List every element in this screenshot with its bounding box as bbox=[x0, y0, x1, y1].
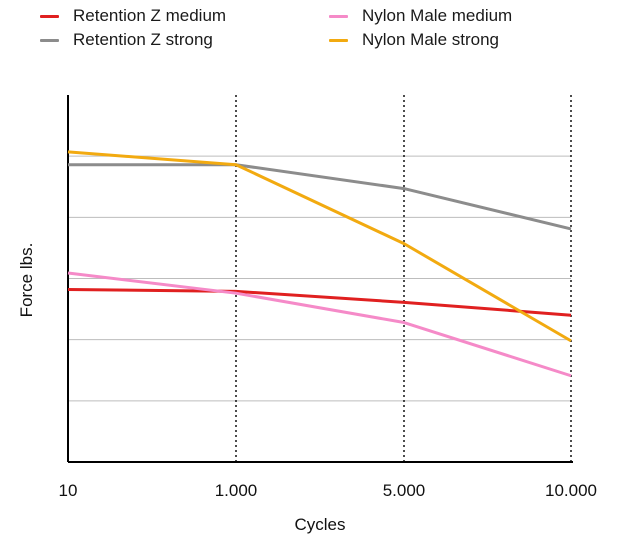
y-axis-title: Force lbs. bbox=[17, 243, 36, 318]
legend-swatch bbox=[40, 38, 59, 42]
grid bbox=[68, 155, 571, 402]
legend-swatch bbox=[40, 14, 59, 18]
legend-swatch bbox=[329, 38, 348, 42]
axes bbox=[67, 95, 573, 463]
legend-label: Retention Z medium bbox=[73, 6, 227, 25]
legend-label: Nylon Male strong bbox=[362, 30, 500, 49]
vertical-dotted-lines bbox=[235, 95, 572, 462]
x-axis-title: Cycles bbox=[294, 515, 345, 534]
x-tick-label: 10.000 bbox=[545, 481, 597, 500]
legend: Retention Z medium Retention Z strong Ny… bbox=[0, 6, 617, 56]
legend-item: Nylon Male medium bbox=[329, 6, 512, 26]
x-tick-label: 5.000 bbox=[383, 481, 426, 500]
legend-label: Nylon Male medium bbox=[362, 6, 513, 25]
x-tick-labels: 10 1.000 5.000 10.000 bbox=[59, 481, 597, 500]
legend-item: Nylon Male strong bbox=[329, 30, 499, 50]
series-lines bbox=[67, 150, 572, 378]
series-line bbox=[67, 271, 572, 378]
legend-item: Retention Z medium bbox=[40, 6, 226, 26]
series-line bbox=[67, 150, 572, 343]
legend-item: Retention Z strong bbox=[40, 30, 213, 50]
x-tick-label: 1.000 bbox=[215, 481, 258, 500]
legend-swatch bbox=[329, 14, 348, 18]
series-line bbox=[68, 163, 572, 231]
series-line bbox=[67, 288, 572, 317]
legend-label: Retention Z strong bbox=[73, 30, 213, 49]
x-tick-label: 10 bbox=[59, 481, 78, 500]
